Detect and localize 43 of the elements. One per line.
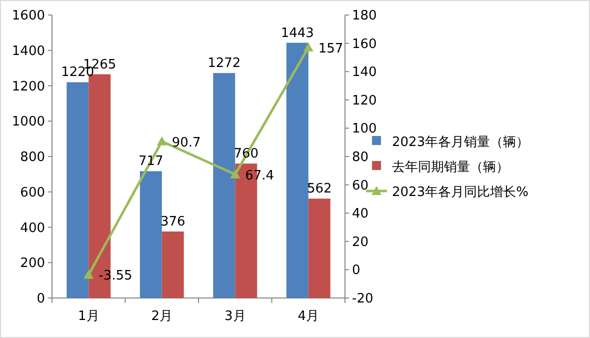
x-tick-label: 1月 xyxy=(78,309,100,324)
bar xyxy=(286,42,308,298)
point xyxy=(156,136,167,146)
y2-tick-label: 60 xyxy=(352,178,369,194)
y-tick-label: 800 xyxy=(20,150,45,165)
legend-label: 去年同期销量（辆） xyxy=(392,160,509,175)
y-tick-label: 1200 xyxy=(12,79,45,94)
x-tick-label: 4月 xyxy=(298,309,320,324)
y-tick-label: 200 xyxy=(20,256,45,272)
y2-tick-label: 100 xyxy=(352,122,377,137)
point xyxy=(84,270,94,279)
y2-tick-label: 120 xyxy=(352,93,377,108)
data-label: 157 xyxy=(318,42,344,57)
x-tick-label: 3月 xyxy=(224,309,246,324)
bar xyxy=(308,198,330,298)
data-label: 376 xyxy=(160,214,186,230)
point xyxy=(230,169,240,178)
y2-tick-label: 140 xyxy=(352,65,377,80)
legend-label: 2023年各月同比增长% xyxy=(392,185,528,200)
y2-tick-label: 0 xyxy=(352,263,360,278)
bar xyxy=(213,73,236,298)
y-tick-label: 400 xyxy=(20,220,45,236)
bar xyxy=(66,82,89,298)
x-tick-label: 2月 xyxy=(151,309,173,324)
data-label: 1272 xyxy=(208,56,241,72)
y-tick-label: 1400 xyxy=(12,44,45,59)
y2-tick-label: 180 xyxy=(352,8,377,24)
data-label: 562 xyxy=(306,182,332,197)
point xyxy=(303,42,314,52)
y2-tick-label: -20 xyxy=(352,292,374,306)
y2-tick-label: 80 xyxy=(352,150,369,165)
y-tick-label: 600 xyxy=(20,185,45,200)
bar xyxy=(140,171,162,298)
y-tick-label: 0 xyxy=(36,292,45,306)
y2-tick-label: 160 xyxy=(352,36,377,52)
legend-label: 2023年各月销量（辆） xyxy=(392,135,530,150)
data-label: 90.7 xyxy=(172,135,201,150)
y-tick-label: 1600 xyxy=(12,8,45,24)
y2-tick-label: 20 xyxy=(352,234,369,250)
bar xyxy=(162,231,184,298)
y-tick-label: 1000 xyxy=(12,114,45,130)
y2-tick-label: 40 xyxy=(352,206,369,222)
data-label: 1443 xyxy=(280,26,314,41)
